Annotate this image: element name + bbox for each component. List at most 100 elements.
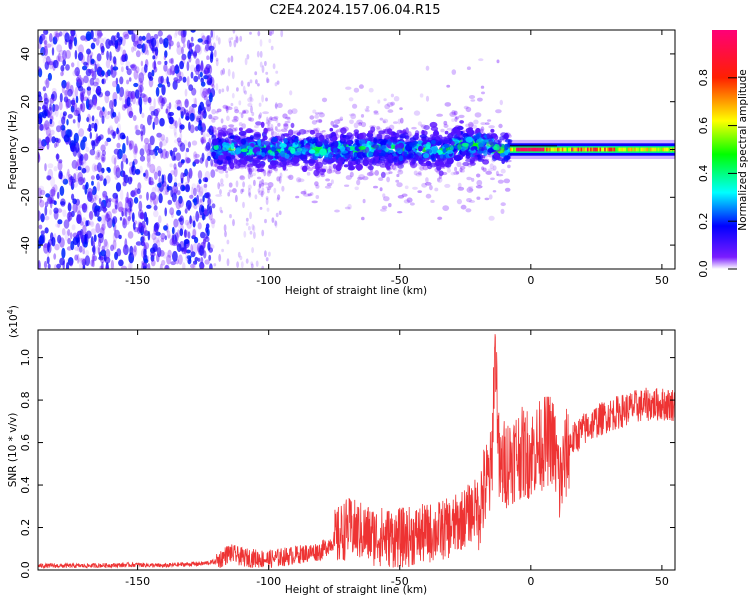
heatmap-cell [153,66,158,73]
heatmap-cell [185,184,190,193]
heatmap-cell [74,49,78,60]
heatmap-cell [44,43,48,54]
heatmap-cell [65,64,70,71]
heatmap-cell [104,113,110,120]
heatmap-cell [114,115,119,124]
ridge-cell [583,147,586,152]
heatmap-cell [93,96,98,107]
heatmap-cell [210,126,217,133]
snr-multiplier-close: ) [8,305,20,309]
heatmap-cell [70,30,75,36]
heatmap-cell [257,188,261,193]
heatmap-cell [249,230,253,235]
heatmap-cell [386,165,391,170]
heatmap-cell [62,111,67,117]
heatmap-cell [79,245,83,253]
heatmap-cell [71,193,75,201]
heatmap-cell [456,129,461,137]
heatmap-cell [225,173,229,179]
heatmap-cell [161,84,166,96]
heatmap-cell [72,89,76,100]
heatmap-cell [262,111,269,115]
heatmap-cell [451,69,457,75]
heatmap-cell [255,260,259,267]
heatmap-cell [56,191,60,199]
heatmap-cell [224,137,229,144]
heatmap-cell [85,249,90,256]
heatmap-cell [66,171,70,181]
heatmap-cell [38,210,41,222]
heatmap-cell [80,257,87,263]
heatmap-cell [120,55,126,62]
heatmap-cell [293,150,301,156]
heatmap-cell [160,232,166,240]
heatmap-cell [261,179,264,184]
heatmap-cell [202,87,209,97]
heatmap-cell [135,129,141,136]
heatmap-cell [43,244,49,248]
heatmap-cell [355,164,363,170]
heatmap-cell [82,65,88,71]
heatmap-cell [127,215,131,222]
heatmap-cell [138,72,145,83]
heatmap-cell [442,139,450,144]
heatmap-cell [244,138,253,142]
heatmap-cell [110,35,116,46]
heatmap-cell [287,109,293,115]
heatmap-cell [72,179,79,188]
heatmap-cell [211,151,216,157]
heatmap-cell [487,168,495,172]
heatmap-cell [205,223,210,230]
heatmap-cell [115,167,121,179]
heatmap-cell [251,111,255,117]
heatmap-cell [202,130,206,140]
heatmap-cell [271,160,279,165]
heatmap-cell [146,162,151,168]
heatmap-cell [259,112,262,119]
heatmap-cell [116,83,120,94]
heatmap-cell [398,155,404,162]
heatmap-cell [130,140,135,148]
heatmap-cell [215,35,219,41]
heatmap-cell [197,38,203,43]
heatmap-cell [265,197,269,205]
heatmap-cell [125,90,131,97]
heatmap-cell [198,119,203,126]
heatmap-cell [457,186,465,191]
heatmap-cell [257,176,262,180]
snr-line [38,334,675,570]
heatmap-cell [249,31,252,35]
heatmap-cell [263,127,268,135]
heatmap-cell [165,190,169,196]
ridge-cell [634,147,636,152]
heatmap-cell [197,257,201,262]
heatmap-cell [112,216,118,225]
heatmap-cell [89,210,94,221]
heatmap-cell [157,96,163,104]
heatmap-cell [313,169,320,177]
heatmap-cell [343,164,349,168]
ridge-cell [604,147,606,152]
heatmap-cell [139,104,143,115]
heatmap-cell [254,194,258,200]
heatmap-cell [132,95,136,105]
heatmap-cell [39,46,46,56]
heatmap-cell [197,170,203,180]
heatmap-cell [193,187,197,197]
heatmap-cell [321,97,328,103]
heatmap-cell [470,123,474,126]
heatmap-cell [60,124,66,131]
heatmap-cell [72,119,76,124]
heatmap-cell [231,71,235,80]
heatmap-cell [296,177,302,183]
heatmap-cell [257,139,262,147]
ridge-cell [637,147,639,152]
heatmap-cell [211,118,216,123]
heatmap-cell [433,129,439,136]
heatmap-cell [265,71,269,75]
heatmap-cell [43,92,48,102]
heatmap-cell [132,221,136,230]
heatmap-cell [379,187,383,192]
heatmap-cell [38,124,43,130]
heatmap-cell [203,106,206,114]
